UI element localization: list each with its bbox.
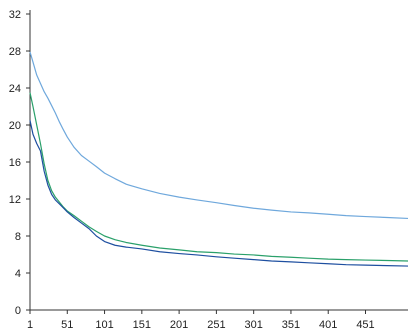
y-tick-label: 4 xyxy=(15,268,21,280)
series-line-1 xyxy=(29,51,408,220)
x-axis: 1 51 101 151 201 251 301 351 401 451 xyxy=(27,309,408,331)
x-tick-label: 201 xyxy=(170,319,188,331)
y-tick-label: 12 xyxy=(9,194,21,206)
y-tick-label: 16 xyxy=(9,157,21,169)
x-tick-label: 151 xyxy=(133,319,151,331)
x-tick-label: 1 xyxy=(27,319,33,331)
x-tick-label: 451 xyxy=(356,319,374,331)
series-layer xyxy=(29,51,408,267)
y-tick-label: 28 xyxy=(9,46,21,58)
y-tick-label: 8 xyxy=(15,231,21,243)
y-tick-label: 24 xyxy=(9,83,21,95)
x-tick-label: 351 xyxy=(282,319,300,331)
y-axis: 0 4 8 12 16 20 24 28 32 xyxy=(9,9,31,317)
y-tick-label: 32 xyxy=(9,9,21,21)
x-tick-label: 101 xyxy=(95,319,113,331)
y-tick-label: 20 xyxy=(9,120,21,132)
x-tick-label: 301 xyxy=(244,319,262,331)
series-line-2 xyxy=(29,92,408,262)
x-tick-label: 51 xyxy=(61,319,73,331)
series-line-3 xyxy=(29,120,408,267)
x-tick-label: 251 xyxy=(207,319,225,331)
x-tick-label: 401 xyxy=(319,319,337,331)
y-tick-label: 0 xyxy=(15,305,21,317)
